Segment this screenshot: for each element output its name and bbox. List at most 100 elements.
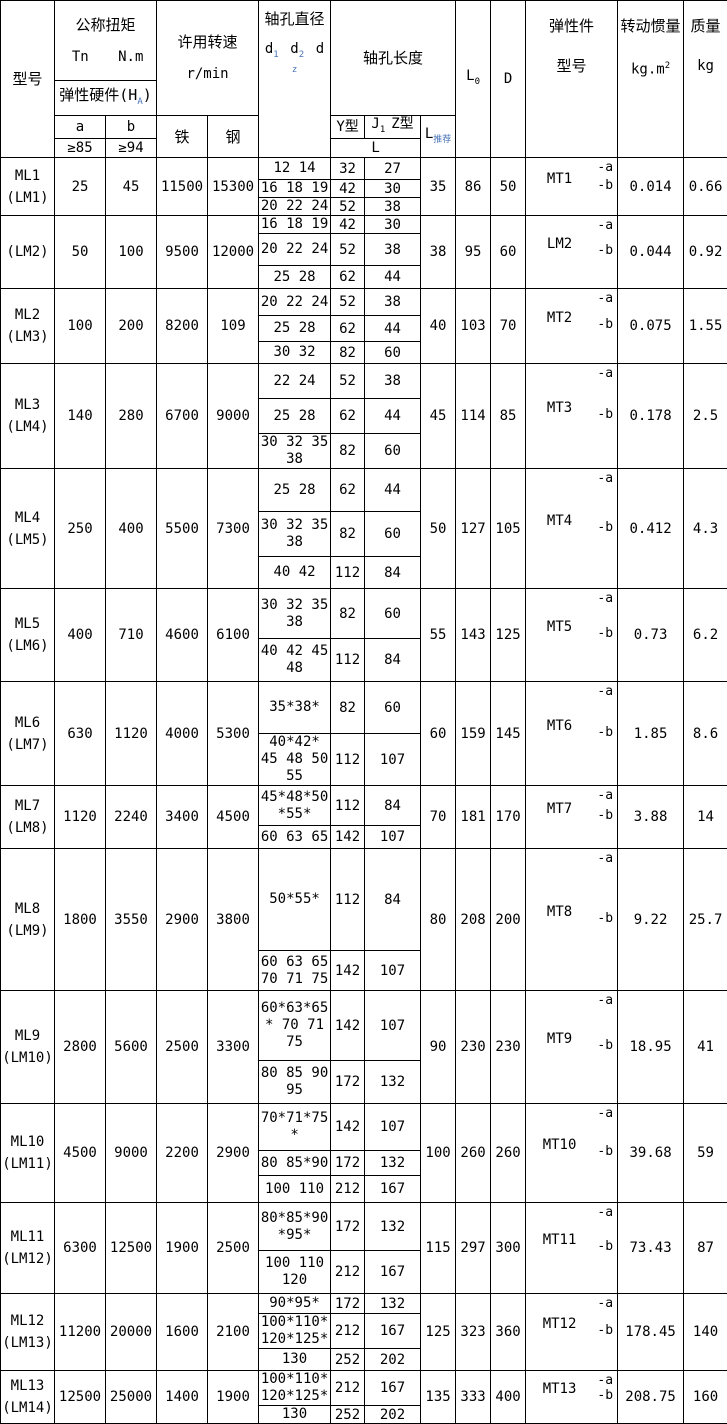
y-length-cell: 52 — [330, 233, 366, 266]
dz-sub-label: z — [291, 64, 298, 75]
iron-cell: 2900 — [156, 848, 209, 991]
bore-cell: 12 14 — [258, 157, 332, 180]
y-length-cell: 142 — [330, 950, 366, 991]
jz-length-cell: 44 — [364, 468, 422, 512]
mass-unit-label: kg — [697, 58, 714, 74]
bore-cell: 30 32 35 38 — [258, 588, 332, 639]
y-length-cell: 62 — [330, 265, 366, 289]
header-mass: 质量 kg — [683, 0, 727, 158]
nm-cell: 200 — [104, 288, 158, 364]
bore-cell: 25 28 — [258, 265, 332, 289]
elastic-cell: MT11 -a -b — [525, 1202, 619, 1294]
y-length-cell: 52 — [330, 363, 366, 399]
steel-cell: 3800 — [207, 848, 260, 991]
header-l0: L0 — [455, 0, 492, 158]
d1-label: d1 — [264, 41, 279, 60]
d-cell: 360 — [490, 1293, 527, 1371]
header-iron: 铁 — [156, 115, 209, 158]
lrec-cell: 40 — [420, 288, 457, 364]
model-cell: ML1 (LM1) — [0, 157, 55, 216]
steel-cell: 9000 — [207, 363, 260, 469]
inertia-cell: 0.73 — [617, 588, 685, 682]
jz-length-cell: 84 — [364, 638, 422, 682]
mass-cell: 25.7 — [683, 848, 727, 991]
bore-cell: 130 — [258, 1348, 332, 1371]
nm-cell: 9000 — [104, 1103, 158, 1203]
mass-cell: 8.6 — [683, 681, 727, 786]
model-cell: ML13 (LM14) — [0, 1370, 55, 1424]
bore-cell: 80 85*90 — [258, 1150, 332, 1176]
jz-length-cell: 38 — [364, 288, 422, 316]
iron-cell: 2500 — [156, 990, 209, 1104]
y-length-cell: 142 — [330, 825, 366, 849]
steel-cell: 7300 — [207, 468, 260, 589]
y-length-cell: 142 — [330, 1103, 366, 1151]
steel-cell: 4500 — [207, 785, 260, 849]
l0-cell: 230 — [455, 990, 492, 1104]
elastic-label-2: 型号 — [556, 57, 587, 75]
dz-label: d — [315, 41, 325, 57]
elastic-cell: MT1 -a -b — [525, 157, 619, 216]
jz-length-cell: 38 — [364, 363, 422, 399]
y-length-cell: 82 — [330, 341, 366, 364]
l0-cell: 103 — [455, 288, 492, 364]
lrec-cell: 45 — [420, 363, 457, 469]
nm-cell: 45 — [104, 157, 158, 216]
y-length-cell: 172 — [330, 1293, 366, 1314]
d-cell: 400 — [490, 1370, 527, 1424]
jz-length-cell: 44 — [364, 398, 422, 434]
l0-cell: 114 — [455, 363, 492, 469]
bore-cell: 40 42 45 48 — [258, 638, 332, 682]
bore-cell: 40*42* 45 48 50 55 — [258, 733, 332, 786]
nm-cell: 5600 — [104, 990, 158, 1104]
model-cell: ML8 (LM9) — [0, 848, 55, 991]
nm-cell: 710 — [104, 588, 158, 682]
jz-length-cell: 107 — [364, 1103, 422, 1151]
inertia-cell: 39.68 — [617, 1103, 685, 1203]
jz-length-cell: 167 — [364, 1313, 422, 1349]
jz-length-cell: 107 — [364, 950, 422, 991]
lrec-cell: 90 — [420, 990, 457, 1104]
model-cell: ML5 (LM6) — [0, 588, 55, 682]
inertia-cell: 9.22 — [617, 848, 685, 991]
y-length-cell: 112 — [330, 848, 366, 951]
mass-cell: 87 — [683, 1202, 727, 1294]
bore-cell: 30 32 35 38 — [258, 433, 332, 469]
y-length-cell: 252 — [330, 1405, 366, 1424]
elastic-cell: LM2 -a -b — [525, 215, 619, 289]
d-cell: 300 — [490, 1202, 527, 1294]
iron-cell: 9500 — [156, 215, 209, 289]
header-nominal-torque: 公称扭矩 Tn N.m — [53, 0, 158, 81]
header-col-a: a — [54, 115, 106, 139]
iron-cell: 1400 — [156, 1370, 209, 1424]
bore-cell: 80 85 90 95 — [258, 1060, 332, 1104]
jz-length-cell: 107 — [364, 733, 422, 786]
bore-cell: 25 28 — [258, 398, 332, 434]
iron-cell: 11500 — [156, 157, 209, 216]
model-cell: ML6 (LM7) — [0, 681, 55, 786]
y-length-cell: 252 — [330, 1348, 366, 1371]
elastic-label-1: 弹性件 — [549, 17, 595, 35]
jz-length-cell: 38 — [364, 233, 422, 266]
jz-length-cell: 202 — [364, 1405, 422, 1424]
model-cell: ML4 (LM5) — [0, 468, 55, 589]
steel-cell: 5300 — [207, 681, 260, 786]
bore-cell: 20 22 24 — [258, 288, 332, 316]
y-length-cell: 42 — [330, 215, 366, 234]
y-length-cell: 42 — [330, 179, 366, 198]
steel-cell: 1900 — [207, 1370, 260, 1424]
header-l-recommended: L推荐 — [420, 115, 457, 158]
tn-cell: 140 — [54, 363, 106, 469]
jz-length-cell: 132 — [364, 1202, 422, 1251]
model-cell: ML12 (LM13) — [0, 1293, 55, 1371]
jz-length-cell: 44 — [364, 315, 422, 342]
header-bore-length: 轴孔长度 — [330, 0, 457, 116]
bore-cell: 40 42 — [258, 556, 332, 589]
mass-cell: 0.92 — [683, 215, 727, 289]
jz-length-cell: 30 — [364, 215, 422, 234]
nm-cell: 3550 — [104, 848, 158, 991]
elastic-cell: MT3 -a -b — [525, 363, 619, 469]
iron-cell: 4600 — [156, 588, 209, 682]
d-cell: 230 — [490, 990, 527, 1104]
